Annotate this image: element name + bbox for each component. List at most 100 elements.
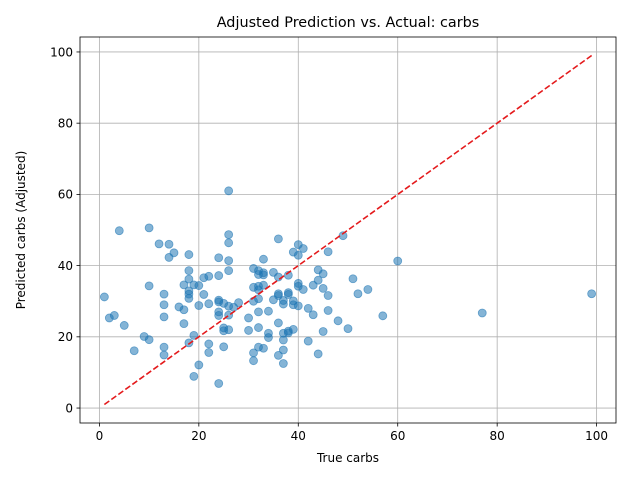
- data-point: [364, 285, 372, 293]
- x-tick-label: 80: [490, 429, 505, 443]
- data-point: [170, 249, 178, 257]
- data-point: [180, 320, 188, 328]
- data-point: [279, 300, 287, 308]
- data-point: [379, 312, 387, 320]
- data-point: [259, 255, 267, 263]
- data-point: [120, 321, 128, 329]
- y-tick-label: 20: [58, 330, 73, 344]
- data-point: [299, 245, 307, 253]
- data-point: [279, 346, 287, 354]
- data-point: [165, 240, 173, 248]
- y-tick-label: 40: [58, 259, 73, 273]
- data-point: [145, 224, 153, 232]
- y-tick-label: 100: [50, 45, 73, 59]
- data-point: [588, 290, 596, 298]
- data-point: [255, 308, 263, 316]
- data-point: [225, 267, 233, 275]
- data-point: [354, 290, 362, 298]
- data-point: [319, 327, 327, 335]
- data-point: [259, 271, 267, 279]
- data-point: [294, 302, 302, 310]
- data-point: [274, 319, 282, 327]
- grid: [80, 37, 616, 423]
- data-point: [155, 240, 163, 248]
- data-point: [334, 317, 342, 325]
- data-point: [185, 251, 193, 259]
- data-point: [394, 257, 402, 265]
- data-point: [145, 282, 153, 290]
- data-point: [195, 301, 203, 309]
- x-axis-label: True carbs: [316, 451, 379, 465]
- x-axis-ticks: 0 20 40 60 80 100: [96, 423, 608, 443]
- data-point: [274, 235, 282, 243]
- data-point: [225, 239, 233, 247]
- data-point: [314, 350, 322, 358]
- data-point: [279, 360, 287, 368]
- plot-frame: [80, 37, 616, 423]
- x-tick-label: 60: [390, 429, 405, 443]
- data-point: [309, 311, 317, 319]
- data-point: [225, 326, 233, 334]
- data-point: [115, 227, 123, 235]
- data-point: [324, 306, 332, 314]
- data-point: [160, 351, 168, 359]
- y-tick-label: 0: [65, 401, 73, 415]
- chart-title: Adjusted Prediction vs. Actual: carbs: [217, 15, 480, 31]
- data-point: [225, 187, 233, 195]
- y-axis-label: Predicted carbs (Adjusted): [14, 151, 28, 310]
- data-point: [205, 300, 213, 308]
- data-point: [245, 314, 253, 322]
- x-tick-label: 0: [96, 429, 104, 443]
- data-point: [304, 337, 312, 345]
- data-point: [160, 301, 168, 309]
- data-point: [205, 348, 213, 356]
- data-point: [190, 372, 198, 380]
- data-point: [110, 311, 118, 319]
- data-point: [195, 361, 203, 369]
- data-point: [220, 343, 228, 351]
- data-point: [324, 248, 332, 256]
- data-point: [259, 344, 267, 352]
- data-point: [215, 379, 223, 387]
- data-point: [344, 325, 352, 333]
- data-point: [185, 294, 193, 302]
- data-point: [294, 251, 302, 259]
- data-point: [215, 311, 223, 319]
- data-points: [100, 187, 595, 388]
- data-point: [245, 326, 253, 334]
- data-point: [319, 270, 327, 278]
- data-point: [279, 336, 287, 344]
- y-tick-label: 60: [58, 188, 73, 202]
- data-point: [225, 257, 233, 265]
- x-tick-label: 100: [585, 429, 608, 443]
- data-point: [255, 324, 263, 332]
- data-point: [160, 313, 168, 321]
- data-point: [185, 267, 193, 275]
- reference-line: [104, 56, 591, 405]
- data-point: [324, 292, 332, 300]
- data-point: [215, 272, 223, 280]
- data-point: [145, 336, 153, 344]
- data-point: [205, 340, 213, 348]
- data-point: [160, 343, 168, 351]
- data-point: [225, 231, 233, 239]
- data-point: [215, 254, 223, 262]
- data-point: [130, 347, 138, 355]
- data-point: [100, 293, 108, 301]
- data-point: [180, 306, 188, 314]
- data-point: [264, 334, 272, 342]
- data-point: [349, 275, 357, 283]
- y-tick-label: 80: [58, 116, 73, 130]
- x-tick-label: 20: [191, 429, 206, 443]
- y-axis-ticks: 0 20 40 60 80 100: [50, 45, 80, 415]
- data-point: [299, 285, 307, 293]
- data-point: [478, 309, 486, 317]
- data-point: [205, 272, 213, 280]
- data-point: [250, 357, 258, 365]
- data-point: [289, 325, 297, 333]
- x-tick-label: 40: [291, 429, 306, 443]
- data-point: [195, 282, 203, 290]
- data-point: [200, 290, 208, 298]
- data-point: [160, 290, 168, 298]
